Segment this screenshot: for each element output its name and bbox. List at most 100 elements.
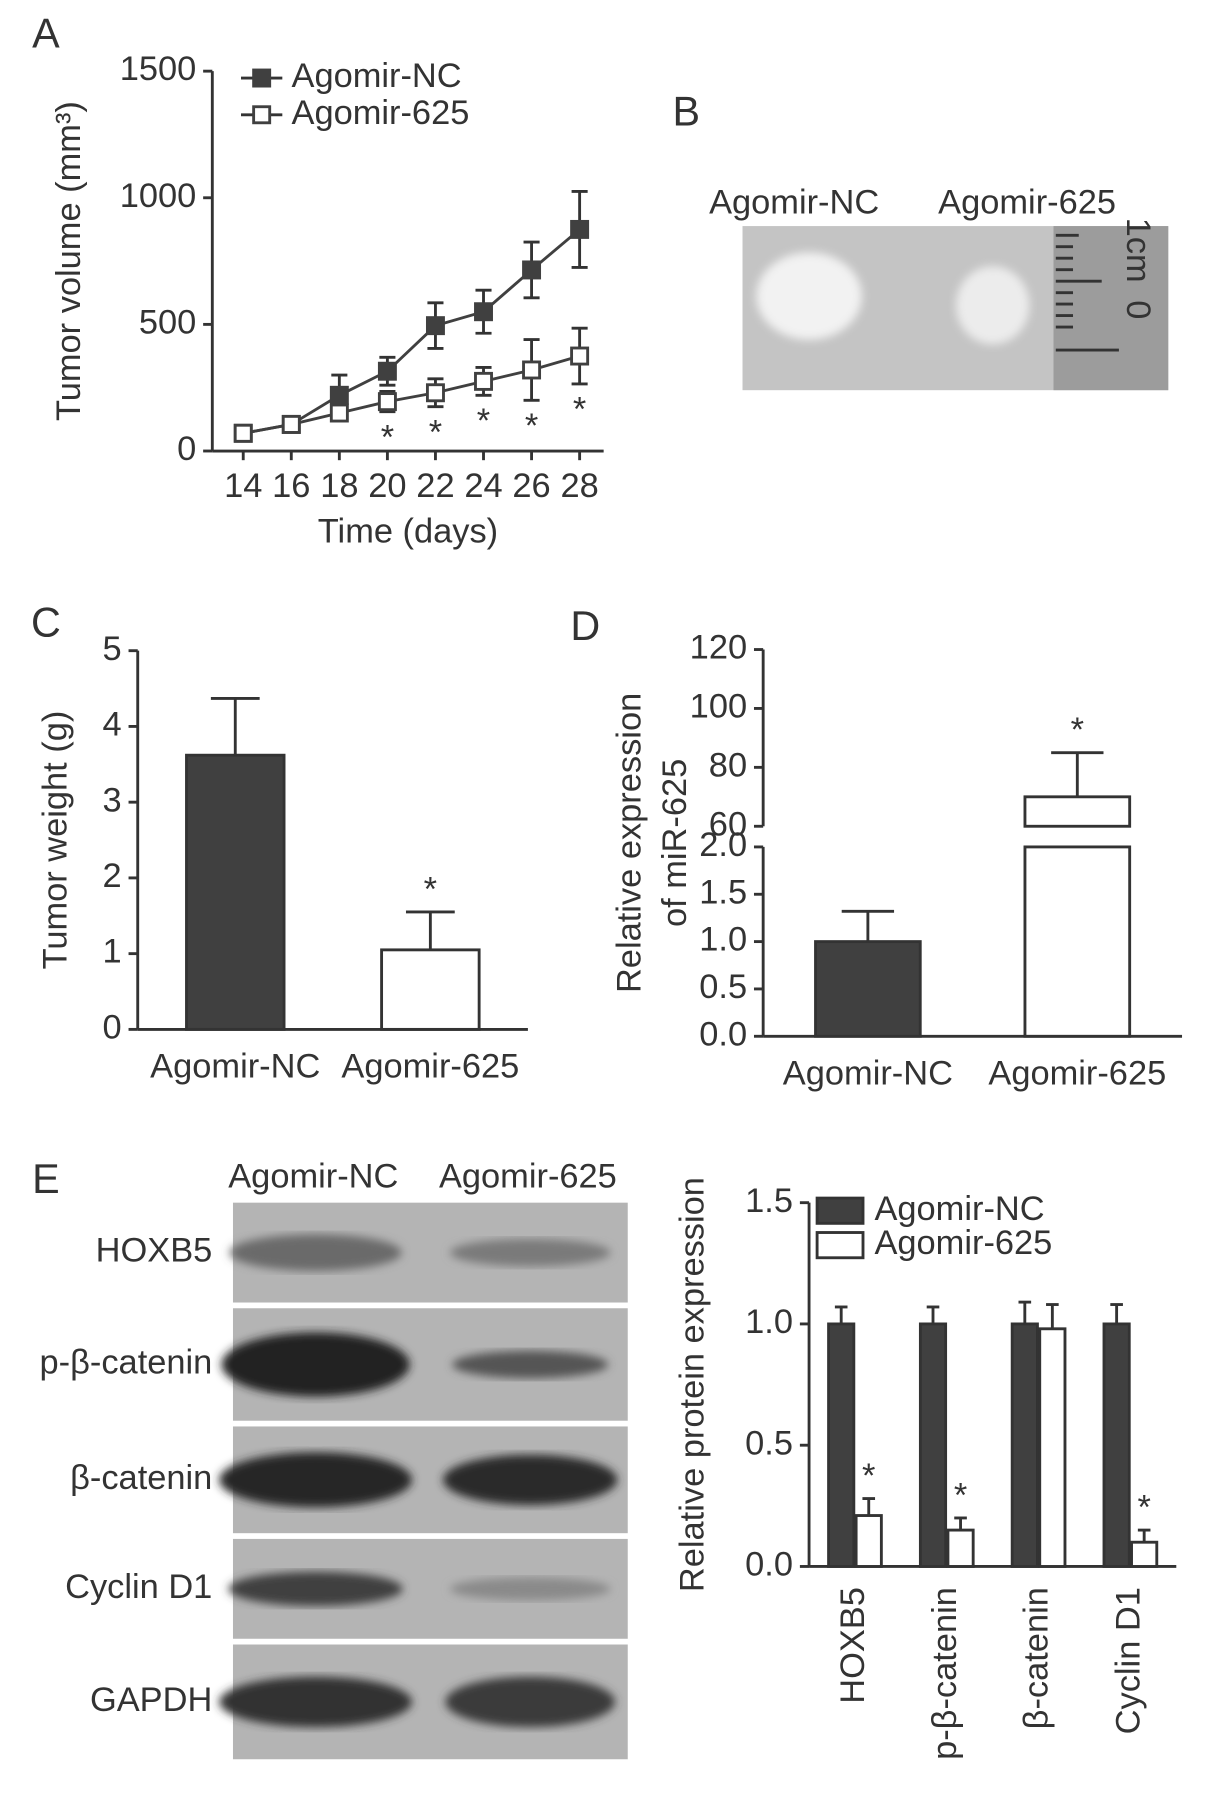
bar xyxy=(1130,1540,1159,1568)
y-tick-label: 60 xyxy=(709,805,747,843)
x-tick-label: 20 xyxy=(368,467,406,505)
marker xyxy=(474,302,493,322)
x-tick-label: Cyclin D1 xyxy=(1109,1587,1147,1734)
y-tick-label: 5 xyxy=(103,630,122,668)
blot-band xyxy=(219,1452,412,1508)
blot-band xyxy=(449,1577,611,1601)
row-label: GAPDH xyxy=(90,1681,212,1719)
x-tick-label: 14 xyxy=(224,467,262,505)
y-tick-label: 1000 xyxy=(120,177,197,215)
x-tick-label: 18 xyxy=(320,467,358,505)
bar xyxy=(918,1322,948,1568)
bar xyxy=(814,940,922,1038)
legend-label: Agomir-625 xyxy=(874,1224,1052,1262)
bar xyxy=(946,1528,975,1568)
bar xyxy=(1038,1327,1067,1568)
y-tick-label: 1.0 xyxy=(699,921,747,959)
y-tick-label: 0.5 xyxy=(699,968,747,1006)
marker xyxy=(570,219,590,239)
row-label: p-β-catenin xyxy=(40,1344,213,1382)
blot-band xyxy=(221,1332,410,1397)
x-tick-label: p-β-catenin xyxy=(926,1587,964,1760)
y-axis-label: Relative expression xyxy=(610,693,648,993)
marker xyxy=(329,403,349,423)
y-axis-label: Relative protein expression xyxy=(673,1177,711,1592)
legend-label: Agomir-625 xyxy=(292,94,470,132)
marker xyxy=(377,361,397,381)
bar xyxy=(1010,1322,1039,1568)
y-tick-label: 3 xyxy=(103,781,122,819)
x-tick-label: HOXB5 xyxy=(834,1587,872,1704)
legend-label: Agomir-NC xyxy=(292,57,462,95)
significance: * xyxy=(424,870,437,908)
significance: * xyxy=(477,402,490,440)
significance: * xyxy=(1137,1489,1150,1527)
legend-marker xyxy=(252,105,272,125)
y-axis-label: of miR-625 xyxy=(656,759,694,927)
panel-label: D xyxy=(570,603,600,649)
blot-band xyxy=(229,1234,402,1271)
blot-band xyxy=(219,1676,412,1728)
marker xyxy=(474,371,493,391)
marker xyxy=(377,392,397,412)
marker xyxy=(522,260,542,280)
marker xyxy=(329,385,349,405)
significance: * xyxy=(954,1476,967,1514)
y-tick-label: 1.5 xyxy=(745,1182,793,1220)
ruler-label: 1cm xyxy=(1119,218,1157,283)
y-tick-label: 1500 xyxy=(120,50,197,88)
panel-label: B xyxy=(673,89,701,135)
blot-band xyxy=(445,1676,616,1728)
y-tick-label: 500 xyxy=(139,303,196,341)
x-tick-label: 28 xyxy=(560,467,598,505)
bar xyxy=(1023,845,1132,1038)
marker xyxy=(425,316,445,336)
x-tick-label: β-catenin xyxy=(1018,1587,1056,1729)
ruler-label: 0 xyxy=(1119,300,1157,319)
lane-label: Agomir-625 xyxy=(439,1158,617,1196)
y-tick-label: 100 xyxy=(690,688,747,726)
x-tick-label: Agomir-NC xyxy=(783,1054,953,1092)
x-tick-label: Agomir-NC xyxy=(150,1048,320,1086)
y-tick-label: 1.5 xyxy=(699,873,747,911)
y-tick-label: 0.5 xyxy=(745,1424,793,1462)
blot-band xyxy=(442,1454,618,1506)
y-tick-label: 0 xyxy=(177,430,196,468)
x-tick-label: Agomir-625 xyxy=(341,1048,519,1086)
y-tick-label: 1.0 xyxy=(745,1303,793,1341)
x-tick-label: 22 xyxy=(416,467,454,505)
photo-caption: Agomir-NC xyxy=(709,183,879,221)
row-label: HOXB5 xyxy=(96,1232,213,1270)
photo-caption: Agomir-625 xyxy=(938,183,1116,221)
bar xyxy=(185,753,286,1031)
blot-band xyxy=(452,1350,609,1379)
legend-label: Agomir-NC xyxy=(874,1190,1044,1228)
y-tick-label: 1 xyxy=(103,933,122,971)
marker xyxy=(522,360,542,380)
bar xyxy=(380,948,481,1031)
marker xyxy=(233,423,253,443)
western-blot xyxy=(219,1202,628,1760)
panel-label: C xyxy=(31,599,61,645)
marker xyxy=(425,383,445,403)
row-label: Cyclin D1 xyxy=(65,1568,212,1606)
y-tick-label: 4 xyxy=(103,706,122,744)
lane-label: Agomir-NC xyxy=(228,1158,398,1196)
bar xyxy=(1023,795,1132,828)
bar xyxy=(1102,1322,1131,1568)
row-label: β-catenin xyxy=(70,1459,212,1497)
legend-swatch xyxy=(815,1196,865,1225)
x-tick-label: 24 xyxy=(464,467,502,505)
blot-band xyxy=(449,1238,611,1267)
y-tick-label: 0.0 xyxy=(745,1546,793,1584)
panel-label: E xyxy=(32,1156,60,1202)
y-tick-label: 80 xyxy=(709,746,747,784)
significance: * xyxy=(573,391,586,429)
significance: * xyxy=(862,1457,875,1495)
blot-band xyxy=(228,1571,403,1607)
significance: * xyxy=(381,418,394,456)
panel-label: A xyxy=(32,11,60,57)
significance: * xyxy=(429,413,442,451)
